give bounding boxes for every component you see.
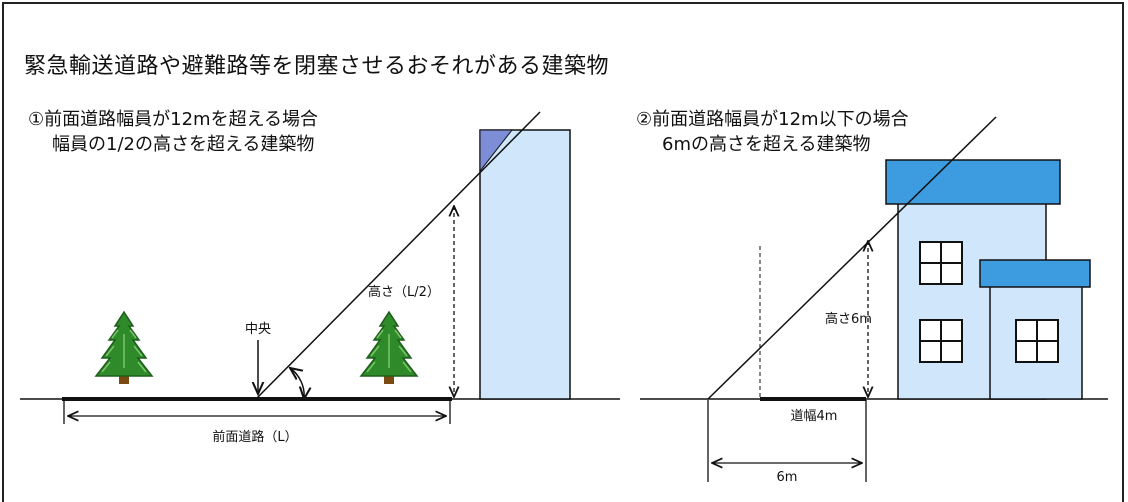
case2-subheading: 6mの高さを超える建築物 xyxy=(662,134,871,155)
case1-height-label: 高さ（L/2） xyxy=(368,284,440,300)
case2-slope-line xyxy=(707,116,997,400)
case1-building xyxy=(479,129,571,400)
case2-heading: ②前面道路幅員が12m以下の場合 xyxy=(636,109,909,130)
case2-roof-main xyxy=(885,159,1061,205)
page-title: 緊急輸送道路や避難路等を閉塞させるおそれがある建築物 xyxy=(24,54,610,79)
case1-subheading: 幅員の1/2の高さを超える建築物 xyxy=(52,134,315,155)
case1-center-label: 中央 xyxy=(245,322,271,337)
case2-road-width-label: 道幅4m xyxy=(791,409,838,424)
case1-road-label: 前面道路（L） xyxy=(212,429,297,445)
case1-heading: ①前面道路幅員が12mを超える場合 xyxy=(28,109,319,130)
case2-distance-label: 6m xyxy=(777,470,798,485)
case2-height-label: 高さ6m xyxy=(825,311,872,327)
tree-icon xyxy=(95,311,153,385)
tree-icon xyxy=(360,311,418,385)
case1-angle-arc xyxy=(290,368,304,399)
case1-overlap-area xyxy=(479,129,514,173)
case2-roof-annex xyxy=(979,259,1091,288)
case1-slope-line xyxy=(255,111,541,400)
window-icon xyxy=(919,241,963,285)
window-icon xyxy=(1015,319,1059,363)
window-icon xyxy=(919,319,963,363)
